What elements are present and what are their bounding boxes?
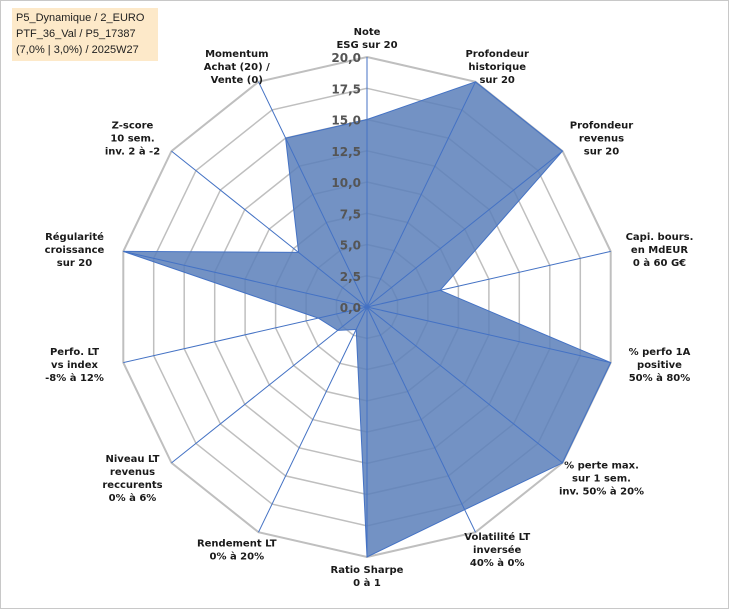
portfolio-info-box: P5_Dynamique / 2_EURO PTF_36_Val / P5_17… — [12, 8, 158, 61]
category-label: Perfo. LT vs index -8% à 12% — [45, 347, 104, 384]
tick-label: 10,0 — [331, 176, 361, 190]
category-label-line: Rendement LT — [197, 538, 277, 549]
category-label: % perfo 1A positive 50% à 80% — [629, 347, 691, 384]
category-label-line: ESG sur 20 — [336, 40, 397, 51]
category-label-line: historique — [468, 62, 526, 73]
axis-spoke — [171, 306, 368, 464]
category-label-line: revenus — [110, 467, 155, 478]
axis-spoke — [366, 81, 476, 308]
category-label-line: % perfo 1A — [629, 347, 691, 358]
info-line-3: (7,0% | 3,0%) / 2025W27 — [16, 44, 139, 56]
category-label-line: sur 20 — [479, 75, 514, 86]
category-label-line: -8% à 12% — [45, 372, 104, 384]
tick-label: 17,5 — [331, 82, 361, 96]
category-label-line: en MdEUR — [631, 245, 688, 256]
category-label-line: Z-score — [112, 121, 154, 132]
category-label-line: sur 20 — [584, 147, 619, 158]
axis-spoke — [366, 150, 563, 308]
axis-spoke — [258, 306, 368, 533]
tick-label: 2,5 — [340, 270, 361, 284]
axis-spoke — [366, 306, 476, 533]
category-label: Profondeur historique sur 20 — [465, 49, 529, 86]
category-label: Ratio Sharpe 0 à 1 — [331, 565, 404, 589]
category-label: Régularité croissance sur 20 — [45, 231, 105, 269]
category-label-line: 0% à 6% — [109, 492, 157, 504]
category-label: % perte max. sur 1 sem. inv. 50% à 20% — [559, 460, 644, 497]
category-label-line: 0 à 60 G€ — [633, 257, 686, 269]
category-label-line: Régularité — [45, 231, 104, 243]
category-label-line: vs index — [51, 360, 98, 371]
category-label-line: Perfo. LT — [50, 347, 99, 358]
axis-spoke — [258, 81, 368, 308]
axis-spoke — [366, 250, 611, 308]
category-label-line: Niveau LT — [106, 454, 160, 465]
category-label-line: inversée — [473, 544, 522, 556]
category-label-line: 10 sem. — [110, 134, 154, 145]
tick-label: 7,5 — [340, 207, 361, 221]
category-label-line: Profondeur — [465, 49, 529, 60]
category-label-line: 40% à 0% — [470, 557, 525, 569]
tick-label: 0,0 — [340, 301, 361, 315]
category-label-line: positive — [637, 360, 682, 371]
category-label: Volatilité LT inversée 40% à 0% — [464, 531, 530, 569]
category-label-line: sur 1 sem. — [572, 473, 631, 484]
category-label-line: reccurents — [102, 480, 162, 491]
category-label: Note ESG sur 20 — [336, 27, 397, 51]
category-label: Niveau LT revenus reccurents 0% à 6% — [102, 454, 162, 504]
axis-spoke — [366, 306, 563, 464]
category-label-line: revenus — [579, 134, 624, 145]
tick-label: 12,5 — [331, 145, 361, 159]
category-label: Momentum Achat (20) / Vente (0) — [204, 49, 270, 86]
axis-spoke — [123, 250, 368, 308]
category-label-line: Volatilité LT — [464, 531, 530, 543]
tick-label: 15,0 — [331, 114, 361, 128]
category-label: Rendement LT 0% à 20% — [197, 538, 277, 562]
category-label-line: 50% à 80% — [629, 372, 691, 384]
category-label-line: Note — [354, 27, 381, 38]
category-label: Capi. bours. en MdEUR 0 à 60 G€ — [626, 232, 694, 269]
axis-spoke — [123, 306, 368, 364]
category-label-line: Capi. bours. — [626, 232, 694, 243]
category-label-line: inv. 2 à -2 — [105, 146, 160, 158]
category-label: Profondeur revenus sur 20 — [570, 121, 634, 158]
category-label-line: Ratio Sharpe — [331, 565, 404, 576]
category-label-line: Momentum — [205, 49, 268, 60]
tick-label: 20,0 — [331, 51, 361, 65]
category-label-line: 0% à 20% — [209, 550, 264, 562]
category-label-line: croissance — [45, 245, 105, 256]
info-line-1: P5_Dynamique / 2_EURO — [16, 12, 145, 24]
category-label-line: inv. 50% à 20% — [559, 485, 644, 497]
category-label-line: Achat (20) / — [204, 62, 270, 73]
category-label-line: 0 à 1 — [353, 577, 381, 589]
category-label-line: sur 20 — [57, 258, 92, 269]
tick-label: 5,0 — [340, 239, 361, 253]
category-label-line: % perte max. — [564, 460, 639, 471]
category-label-line: Vente (0) — [211, 75, 263, 86]
axis-spoke — [171, 150, 368, 308]
category-label: Z-score 10 sem. inv. 2 à -2 — [105, 121, 160, 158]
axis-spoke — [366, 306, 611, 364]
info-line-2: PTF_36_Val / P5_17387 — [16, 28, 136, 40]
category-label-line: Profondeur — [570, 121, 634, 132]
